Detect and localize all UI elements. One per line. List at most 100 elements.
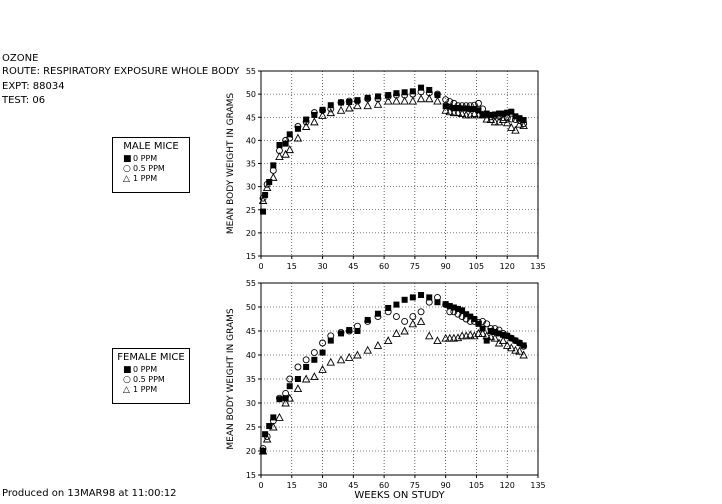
data-point xyxy=(442,301,450,309)
data-point xyxy=(258,196,268,204)
x-tick-label: 30 xyxy=(317,262,327,271)
y-tick-label: 40 xyxy=(246,136,256,145)
filled-square-icon: ■ xyxy=(123,365,132,375)
legend-item: ■0 PPM xyxy=(113,365,189,375)
open-triangle-icon: △ xyxy=(123,385,130,395)
data-point xyxy=(454,305,461,312)
x-tick-label: 15 xyxy=(287,481,297,490)
data-point xyxy=(392,313,400,321)
data-point xyxy=(282,136,290,144)
legend-male: MALE MICE ■0 PPM ○ 0.5 PPM △ 1 PPM xyxy=(112,137,190,193)
data-point xyxy=(262,183,272,192)
data-point xyxy=(507,122,516,131)
data-point xyxy=(519,350,528,359)
data-point xyxy=(345,327,353,335)
data-point xyxy=(384,92,392,100)
data-point xyxy=(408,96,418,105)
data-point xyxy=(262,434,272,443)
y-tick-label: 25 xyxy=(246,206,256,215)
data-point xyxy=(260,448,267,454)
male-chart: 0 15 30 45 60 75 90 105 120 135152025303540455055… xyxy=(226,67,546,271)
header-route: ROUTE: RESPIRATORY EXPOSURE WHOLE BODY xyxy=(2,66,240,77)
data-point xyxy=(364,317,372,325)
data-point xyxy=(294,363,302,371)
y-tick-label: 30 xyxy=(246,183,256,192)
legend-label: 0 PPM xyxy=(133,154,158,163)
y-tick-label: 45 xyxy=(246,327,256,336)
data-point xyxy=(318,364,327,373)
data-point xyxy=(450,304,457,311)
data-point xyxy=(446,98,454,105)
data-point xyxy=(424,94,434,103)
data-point xyxy=(383,336,393,345)
legend-label: 0.5 PPM xyxy=(133,164,165,173)
data-point xyxy=(519,121,528,130)
data-point xyxy=(458,102,466,110)
data-point xyxy=(408,319,418,328)
data-point xyxy=(466,330,475,339)
data-point xyxy=(487,328,494,334)
data-point xyxy=(286,134,294,142)
female-chart: 0 15 30 45 60 75 90 105 120 135152025303540455055… xyxy=(226,279,546,501)
data-point xyxy=(259,194,267,202)
data-point xyxy=(262,191,269,198)
data-point xyxy=(310,372,319,381)
data-point xyxy=(470,317,478,325)
data-point xyxy=(374,313,382,321)
data-point xyxy=(511,125,520,134)
data-point xyxy=(500,331,507,338)
data-point xyxy=(346,327,353,334)
data-point xyxy=(286,375,294,383)
series-1-ppm xyxy=(258,316,528,455)
data-point xyxy=(504,109,511,116)
data-point xyxy=(364,94,371,101)
data-point xyxy=(286,383,293,390)
data-point xyxy=(459,307,466,314)
data-point xyxy=(457,331,467,340)
legend-item: △ 1 PPM xyxy=(113,385,189,395)
data-point xyxy=(486,115,496,124)
data-point xyxy=(483,111,491,118)
data-point xyxy=(338,330,345,337)
data-point xyxy=(471,105,478,112)
data-point xyxy=(483,337,490,344)
data-point xyxy=(491,325,499,333)
data-point xyxy=(400,326,409,335)
data-point xyxy=(363,101,372,110)
data-point xyxy=(426,294,433,301)
y-axis-label: MEAN BODY WEIGHT IN GRAMS xyxy=(226,308,236,449)
data-point xyxy=(482,114,491,123)
data-point xyxy=(353,97,361,105)
x-tick-label: 105 xyxy=(469,481,484,490)
data-point xyxy=(319,106,326,113)
data-point xyxy=(276,394,283,402)
data-point xyxy=(409,294,416,301)
data-point xyxy=(302,118,310,126)
open-circle-icon: ○ xyxy=(123,164,131,174)
header-title: OZONE xyxy=(2,53,39,64)
x-tick-label: 120 xyxy=(500,262,515,271)
data-point xyxy=(418,84,425,91)
data-point xyxy=(516,339,523,347)
data-point xyxy=(385,304,392,311)
data-point xyxy=(494,117,504,126)
data-point xyxy=(326,357,336,366)
data-point xyxy=(461,110,471,119)
data-point xyxy=(282,395,289,402)
data-point xyxy=(310,109,318,117)
data-point xyxy=(474,110,483,119)
x-tick-label: 15 xyxy=(287,262,297,271)
y-tick-label: 45 xyxy=(246,113,256,122)
data-point xyxy=(520,120,528,128)
data-point xyxy=(479,111,486,118)
data-point xyxy=(463,311,470,318)
x-tick-label: 0 xyxy=(258,481,263,490)
header-test: TEST: 06 xyxy=(2,95,46,106)
data-point xyxy=(520,117,527,124)
data-point xyxy=(490,117,500,126)
legend-female: FEMALE MICE ■0 PPM ○ 0.5 PPM △ 1 PPM xyxy=(112,348,190,404)
data-point xyxy=(310,349,318,357)
data-point xyxy=(502,340,512,349)
data-point xyxy=(346,98,353,105)
